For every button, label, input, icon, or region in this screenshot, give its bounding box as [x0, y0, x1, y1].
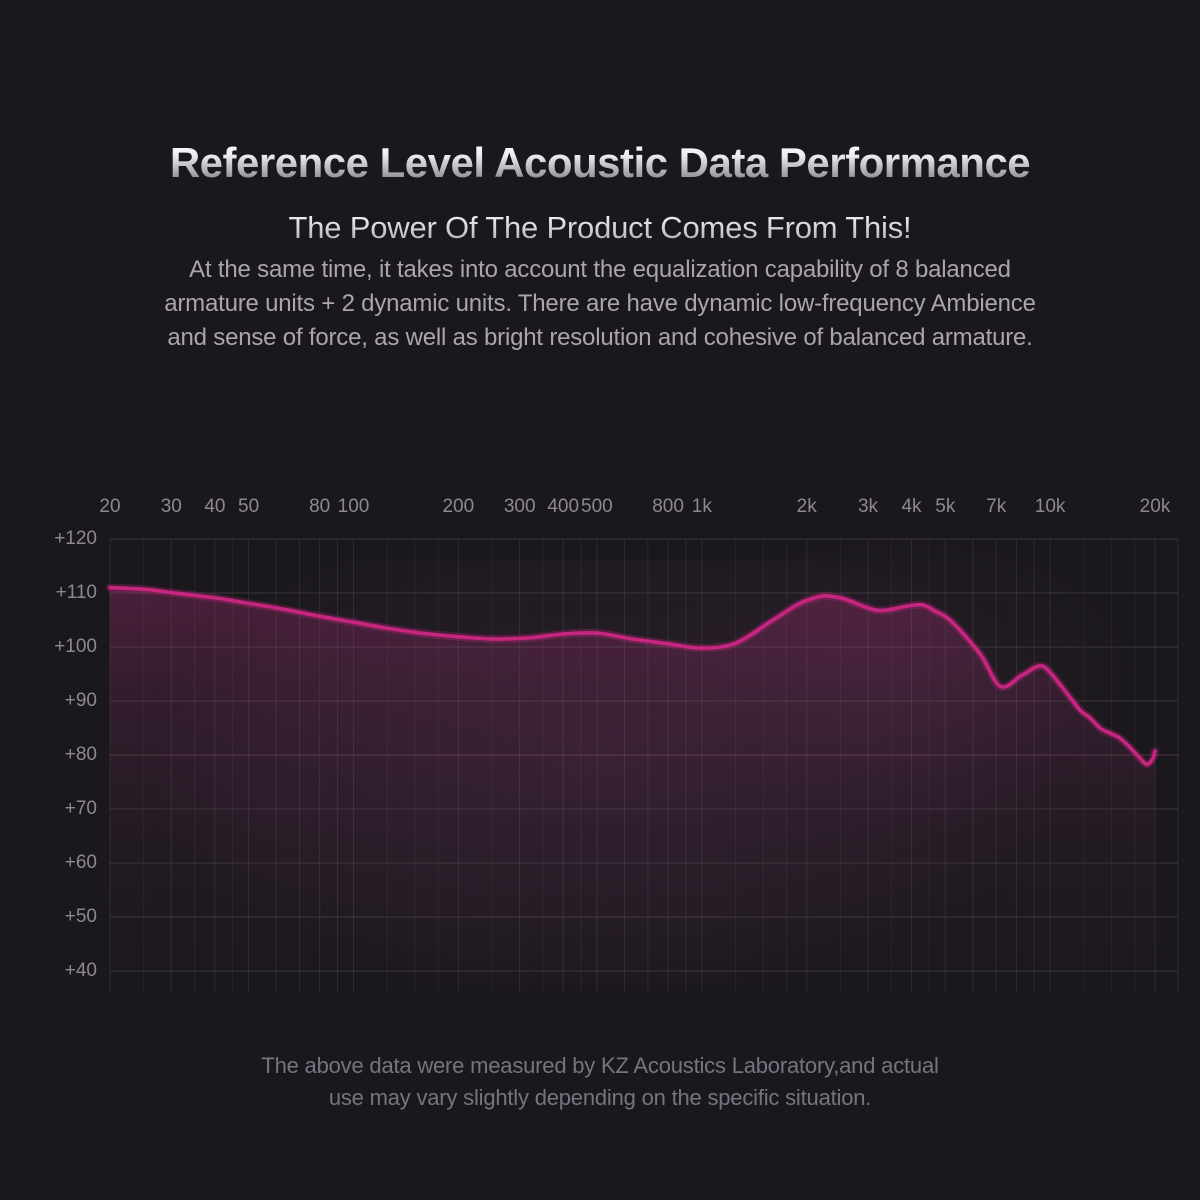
- page-subtitle: The Power Of The Product Comes From This…: [0, 208, 1200, 248]
- x-tick-label-100: 100: [337, 496, 370, 517]
- x-tick-label-400: 400: [547, 496, 580, 517]
- description-line-2: armature units + 2 dynamic units. There …: [164, 290, 1036, 317]
- x-tick-label-20: 20: [99, 496, 121, 517]
- response-area-fill: [110, 587, 1155, 993]
- x-tick-label-50: 50: [238, 496, 260, 517]
- measurement-note-line-1: The above data were measured by KZ Acous…: [261, 1053, 939, 1078]
- description: At the same time, it takes into account …: [0, 253, 1200, 355]
- y-tick-label-+60: +60: [64, 852, 97, 873]
- x-tick-label-200: 200: [442, 496, 475, 517]
- response-curve-glow: [106, 583, 1159, 769]
- response-curve: [108, 585, 1157, 767]
- y-tick-label-+120: +120: [54, 528, 97, 549]
- description-line-3: and sense of force, as well as bright re…: [167, 324, 1033, 351]
- x-tick-label-800: 800: [652, 496, 684, 517]
- x-tick-label-4k: 4k: [901, 496, 922, 517]
- x-tick-label-80: 80: [309, 496, 331, 517]
- x-tick-label-7k: 7k: [986, 496, 1007, 517]
- x-tick-label-1k: 1k: [691, 496, 712, 517]
- x-tick-label-300: 300: [503, 496, 536, 517]
- measurement-note-line-2: use may vary slightly depending on the s…: [328, 1085, 872, 1110]
- y-tick-label-+50: +50: [64, 906, 97, 927]
- x-tick-label-5k: 5k: [935, 496, 956, 517]
- y-tick-label-+40: +40: [64, 960, 97, 981]
- x-tick-label-10k: 10k: [1034, 496, 1066, 517]
- y-tick-label-+110: +110: [55, 582, 97, 603]
- x-tick-label-500: 500: [581, 496, 613, 517]
- x-tick-label-20k: 20k: [1139, 496, 1171, 517]
- x-tick-label-2k: 2k: [796, 496, 817, 517]
- page-title: Reference Level Acoustic Data Performanc…: [0, 138, 1200, 188]
- x-tick-label-30: 30: [160, 496, 182, 517]
- x-tick-label-3k: 3k: [857, 496, 879, 517]
- background-glow-secondary: [640, 520, 1160, 820]
- background-glow: [160, 560, 1040, 990]
- x-tick-label-40: 40: [204, 496, 226, 517]
- measurement-note: The above data were measured by KZ Acous…: [0, 1050, 1200, 1114]
- y-tick-label-+70: +70: [64, 798, 97, 819]
- y-tick-label-+80: +80: [64, 744, 97, 765]
- description-line-1: At the same time, it takes into account …: [189, 256, 1011, 283]
- y-tick-label-+90: +90: [64, 690, 97, 711]
- y-tick-label-+100: +100: [54, 636, 97, 657]
